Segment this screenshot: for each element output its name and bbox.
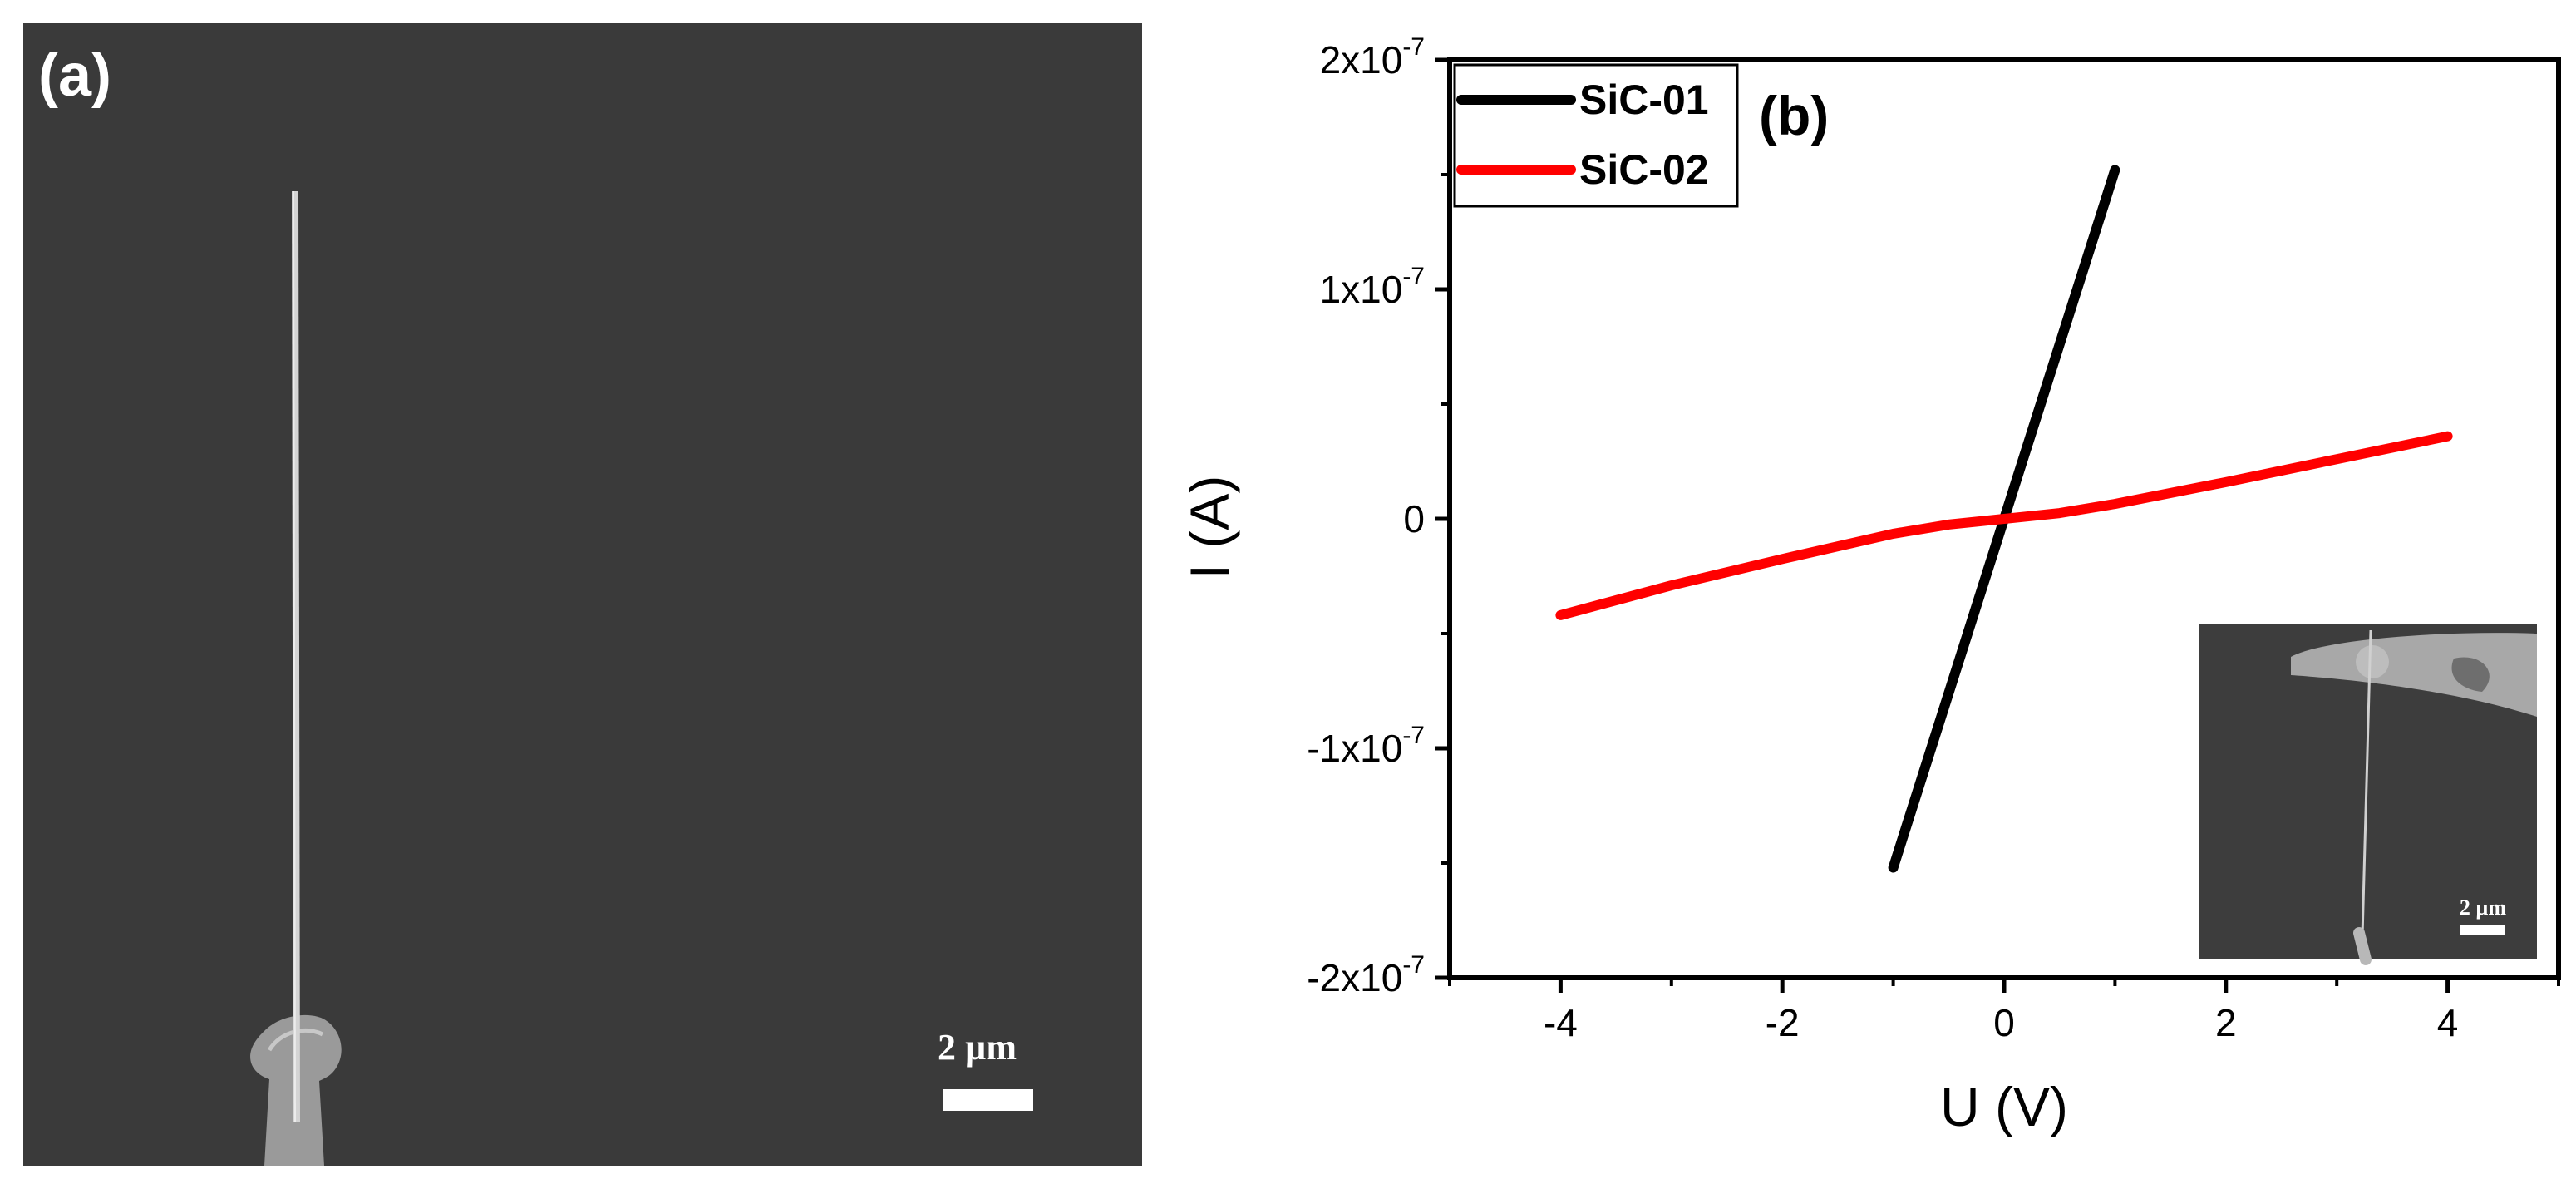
- y-tick-label: 2x10-7: [1320, 33, 1425, 81]
- y-tick-label: -1x10-7: [1307, 722, 1425, 770]
- sem-nanowire-image: [250, 190, 342, 1166]
- scale-bar: [943, 1089, 1033, 1111]
- y-tick-label: -2x10-7: [1307, 951, 1425, 999]
- panel-b-label: (b): [1759, 85, 1829, 146]
- legend-box: [1453, 63, 1739, 208]
- inset-nanowire: [2361, 629, 2372, 937]
- x-tick-label: -2: [1766, 1001, 1800, 1044]
- x-axis-title: U (V): [1940, 1076, 2068, 1137]
- inset-lower-tip: [2353, 927, 2372, 965]
- legend-label-1: SiC-01: [1579, 76, 1709, 123]
- sic-nanowire: [292, 190, 300, 1123]
- y-tick-label: 1x10-7: [1320, 263, 1425, 311]
- scale-bar-label: 2 µm: [938, 1027, 1017, 1068]
- inset-scale-bar: [2460, 925, 2505, 935]
- legend-label-2: SiC-02: [1579, 146, 1709, 193]
- x-tick-label: 4: [2437, 1001, 2459, 1044]
- panel-a-label: (a): [38, 42, 111, 109]
- inset-probe-ball: [2356, 645, 2389, 678]
- sem-image-panel-a: (a) 2 µm: [23, 23, 1142, 1166]
- x-tick-label: -4: [1544, 1001, 1578, 1044]
- inset-scale-label: 2 µm: [2460, 895, 2506, 920]
- x-tick-label: 2: [2215, 1001, 2237, 1044]
- inset-probe-shadow: [2451, 657, 2490, 692]
- y-axis-title: I (A): [1179, 476, 1240, 580]
- y-tick-label: 0: [1403, 497, 1425, 540]
- inset-probe-tip: [2291, 633, 2537, 717]
- series-line-2: [1555, 431, 2453, 620]
- x-tick-label: 0: [1993, 1001, 2015, 1044]
